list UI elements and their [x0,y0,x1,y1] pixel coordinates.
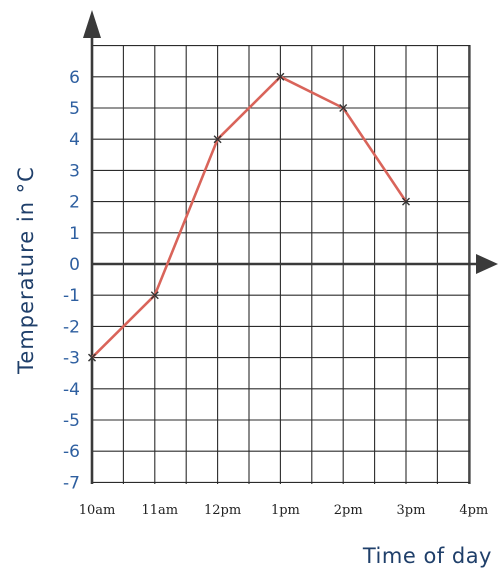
data-point-marker [402,197,410,206]
y-tick-label: 3 [69,161,80,181]
y-tick-label: 2 [69,193,80,213]
marker-stroke [213,135,222,144]
marker-stroke [402,197,410,206]
y-tick-label: -6 [63,442,80,462]
y-tick-label: -7 [63,473,80,493]
y-tick-label: 1 [69,224,80,244]
y-tick-label: -2 [63,317,80,337]
marker-stroke [339,104,348,112]
y-tick-label: -3 [63,349,80,369]
y-tick-label: -1 [63,286,80,306]
x-tick-label: 10am [79,503,116,518]
y-tick-label: 6 [69,68,80,88]
y-tick-label: -4 [63,380,80,400]
x-tick-label: 2pm [334,503,363,518]
marker-stroke [88,353,96,362]
y-tick-labels: 6 5 4 3 2 1 0 -1 -2 -3 -4 -5 -6 -7 [63,68,80,494]
data-point-marker [150,291,159,300]
y-axis-label: Temperature in °C [14,166,38,375]
x-axis-label: Time of day [362,544,492,568]
marker-stroke [150,291,159,300]
y-axis-arrow [83,10,101,38]
x-axis-arrow [476,254,498,274]
data-point-marker [339,104,348,112]
x-tick-label: 1pm [271,503,300,518]
data-point-marker [88,353,96,362]
x-tick-label: 3pm [397,503,426,518]
axes [83,10,498,484]
y-tick-label: 0 [69,255,80,275]
y-tick-label: -5 [63,411,80,431]
x-tick-label: 4pm [459,503,488,518]
series-group [88,72,410,362]
series-line [91,75,408,359]
y-tick-label: 4 [69,130,80,150]
x-tick-label: 12pm [204,503,241,518]
y-tick-label: 5 [69,99,80,119]
data-point-marker [276,72,285,81]
marker-stroke [276,72,285,81]
x-tick-label: 11am [141,503,178,518]
x-tick-labels: 10am 11am 12pm 1pm 2pm 3pm 4pm [79,503,489,518]
data-point-marker [213,135,222,144]
